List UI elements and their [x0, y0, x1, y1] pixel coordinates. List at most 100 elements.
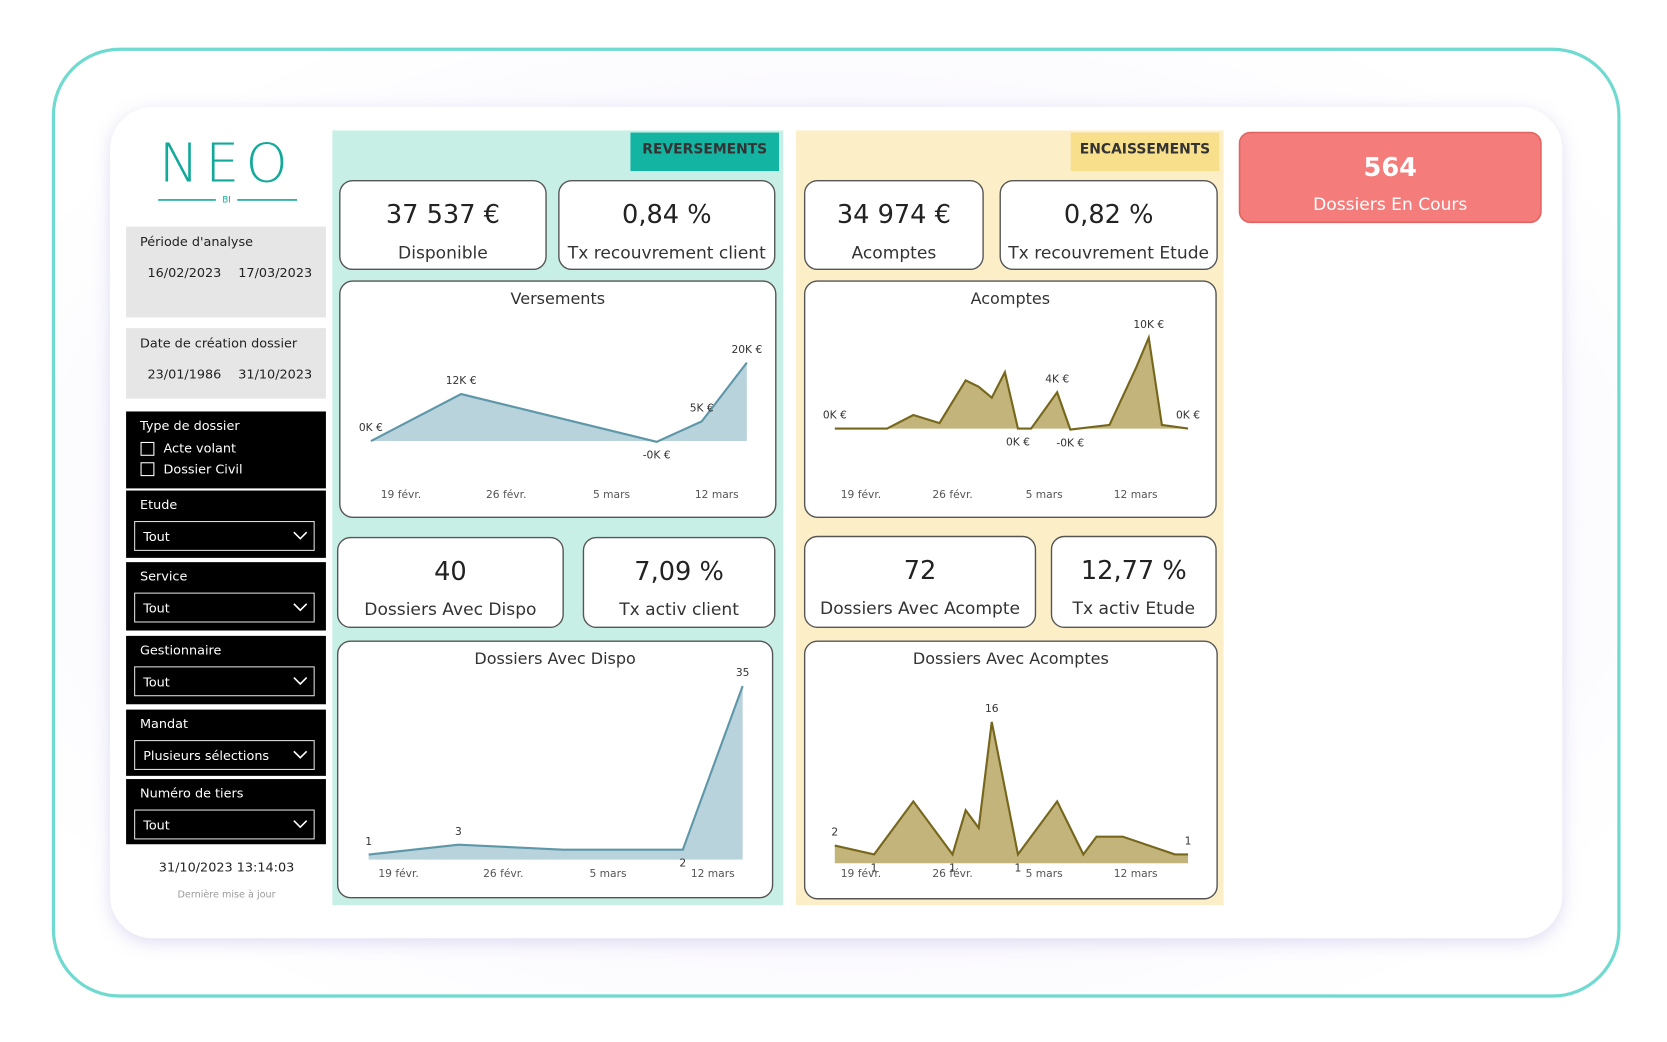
data-label: 1 [1015, 861, 1022, 874]
data-label: -0K € [643, 449, 671, 462]
kpi-label: Acomptes [851, 243, 936, 263]
chart-card [339, 280, 777, 518]
section-title: ENCAISSEMENTS [1080, 142, 1210, 158]
dropdown[interactable] [134, 666, 315, 697]
data-label: 0K € [823, 409, 847, 422]
filter-label: Période d'analyse [140, 235, 253, 250]
filter-label: Gestionnaire [140, 643, 222, 658]
data-label: 1 [871, 861, 878, 874]
chart-title: Dossiers Avec Dispo [474, 649, 635, 668]
area-fill [368, 685, 743, 860]
logo-subtitle: BI [222, 195, 230, 205]
x-tick-label: 12 mars [695, 488, 739, 501]
filter-label: Type de dossier [139, 419, 240, 434]
x-tick-label: 26 févr. [932, 488, 972, 501]
section: REVERSEMENTS 37 537 € Disponible 0,84 % Tx r… [332, 130, 784, 906]
kpi-card [803, 179, 984, 271]
data-label: 1 [949, 861, 956, 874]
date-end[interactable]: 31/10/2023 [238, 368, 312, 383]
checkbox-label[interactable]: Dossier Civil [163, 463, 242, 478]
data-label: 0K € [1176, 409, 1200, 422]
chevron[interactable] [293, 820, 308, 829]
filter-label: Service [140, 570, 187, 585]
kpi-label: Dossiers Avec Dispo [364, 600, 536, 620]
data-label: 20K € [731, 343, 762, 356]
last-update: 31/10/2023 13:14:03 [159, 860, 294, 875]
x-tick-label: 5 mars [589, 867, 627, 880]
dropdown[interactable] [134, 740, 315, 770]
x-tick-label: 26 févr. [486, 488, 526, 501]
kpi-label: Tx recouvrement client [567, 243, 766, 263]
dropdown-value[interactable]: Plusieurs sélections [143, 749, 269, 764]
summary-label: Dossiers En Cours [1313, 195, 1467, 215]
date-end[interactable]: 17/03/2023 [238, 266, 312, 281]
chart-card [336, 640, 774, 899]
filter-label: Etude [140, 498, 177, 513]
data-label: 16 [985, 702, 999, 715]
kpi-label: Disponible [398, 243, 488, 263]
kpi-value: 12,77 % [1081, 556, 1187, 586]
data-label: -0K € [1056, 436, 1084, 449]
chart-title: Dossiers Avec Acomptes [913, 649, 1109, 668]
dropdown-list: Etude Tout Service Tout Gestionnaire Tout Mand… [126, 490, 326, 845]
x-tick-label: 5 mars [1026, 867, 1064, 880]
data-label: 1 [1185, 835, 1192, 848]
data-label: 5K € [690, 402, 714, 415]
kpi-card [558, 179, 776, 271]
x-tick-label: 5 mars [593, 488, 631, 501]
checkbox[interactable] [140, 441, 155, 456]
section-title: REVERSEMENTS [642, 142, 767, 158]
area-fill [370, 362, 747, 442]
x-tick-label: 19 févr. [378, 867, 418, 880]
chevron[interactable] [293, 531, 308, 540]
kpi-value: 34 974 € [837, 200, 951, 230]
area-line [834, 721, 1189, 857]
kpi-card [1050, 535, 1217, 629]
period-filter[interactable] [126, 226, 326, 318]
x-tick-label: 12 mars [1114, 867, 1158, 880]
checkbox-label[interactable]: Acte volant [163, 441, 236, 456]
x-tick-label: 26 févr. [483, 867, 523, 880]
kpi-label: Tx activ client [618, 600, 739, 620]
chevron[interactable] [293, 676, 308, 686]
data-label: 2 [679, 857, 686, 870]
x-tick-label: 19 févr. [841, 867, 881, 880]
dropdown[interactable] [134, 592, 315, 623]
dropdown-value[interactable]: Tout [142, 530, 170, 545]
kpi-label: Tx recouvrement Etude [1007, 243, 1209, 263]
area-line [370, 361, 748, 443]
summary-value: 564 [1363, 153, 1417, 183]
date-start[interactable]: 23/01/1986 [147, 368, 221, 383]
dropdown-value[interactable]: Tout [142, 819, 170, 834]
area-line [368, 685, 744, 856]
kpi-card [336, 536, 564, 629]
data-label: 35 [736, 666, 750, 679]
kpi-value: 7,09 % [634, 557, 724, 587]
last-update-label: Dernière mise à jour [178, 888, 276, 900]
filter-label: Numéro de tiers [140, 787, 244, 802]
data-label: 0K € [359, 421, 383, 434]
creation-filter[interactable] [126, 328, 326, 399]
section-header [1070, 132, 1220, 172]
checkbox[interactable] [140, 462, 155, 477]
data-label: 0K € [1006, 435, 1030, 448]
chevron[interactable] [293, 603, 308, 612]
dropdown[interactable] [134, 521, 315, 551]
data-label: 2 [831, 826, 838, 839]
dropdown-value[interactable]: Tout [142, 602, 170, 617]
kpi-value: 37 537 € [386, 200, 500, 230]
data-label: 3 [455, 825, 462, 838]
date-start[interactable]: 16/02/2023 [147, 266, 221, 281]
x-tick-label: 26 févr. [932, 867, 972, 880]
dropdown-value[interactable]: Tout [142, 675, 170, 690]
chart-title: Acomptes [971, 289, 1051, 308]
area-line [834, 333, 1189, 431]
summary-card [1238, 131, 1542, 224]
x-tick-label: 12 mars [1114, 488, 1158, 501]
dropdown[interactable] [134, 809, 315, 840]
chevron[interactable] [293, 750, 308, 759]
chart-title: Versements [511, 289, 606, 308]
section: ENCAISSEMENTS 34 974 € Acomptes 0,82 % Tx re… [796, 130, 1224, 906]
data-label: 4K € [1045, 372, 1069, 385]
